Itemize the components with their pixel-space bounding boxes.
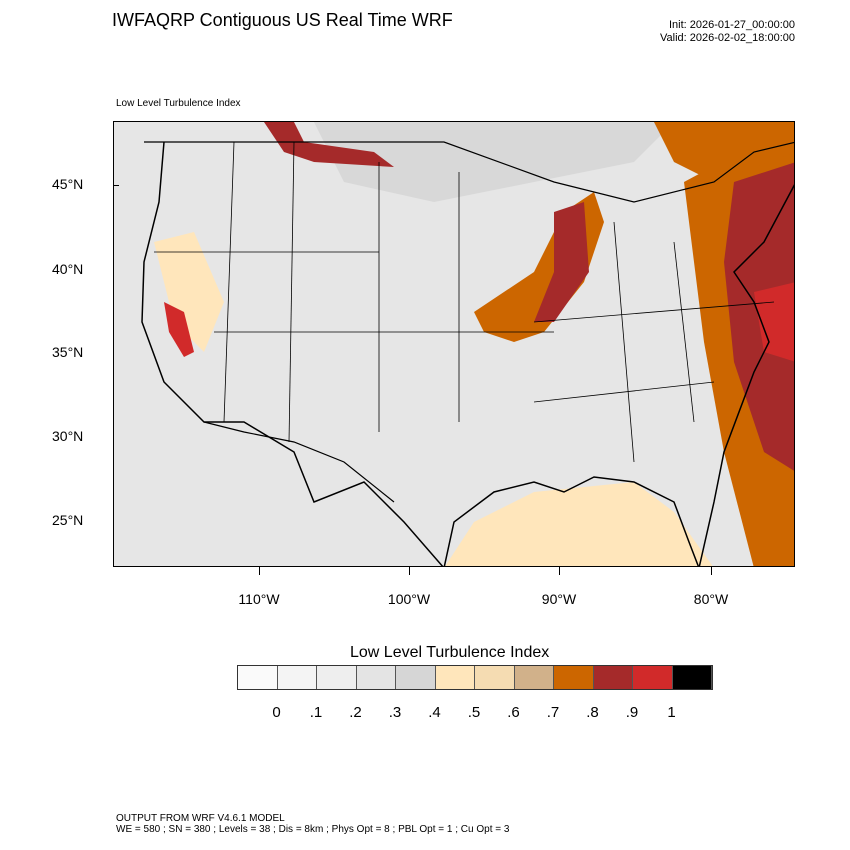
lat-label-30: 30°N bbox=[52, 428, 84, 444]
colorbar-label: .1 bbox=[309, 704, 323, 721]
figure-title: IWFAQRP Contiguous US Real Time WRF bbox=[112, 10, 453, 30]
border-canada bbox=[144, 141, 794, 203]
border-mexico bbox=[203, 421, 395, 503]
coastline-east bbox=[698, 184, 794, 566]
colorbar-label: .2 bbox=[349, 704, 362, 721]
colorbar-label: 1 bbox=[667, 704, 676, 721]
lat-label-40: 40°N bbox=[52, 261, 84, 277]
colorbar-swatch bbox=[514, 666, 554, 689]
model-info-line1: OUTPUT FROM WRF V4.6.1 MODEL bbox=[116, 813, 285, 824]
field-sierra bbox=[164, 302, 194, 357]
colorbar-label: .8 bbox=[586, 704, 599, 721]
lat-label-35: 35°N bbox=[52, 344, 84, 360]
colorbar-label: .4 bbox=[428, 704, 441, 721]
valid-time: Valid: 2026-02-02_18:00:00 bbox=[660, 32, 795, 44]
colorbar-label: .5 bbox=[467, 704, 481, 721]
colorbar-swatch bbox=[554, 666, 594, 689]
lon-label-110: 110°W bbox=[238, 591, 280, 607]
lat-label-45: 45°N bbox=[52, 176, 84, 192]
colorbar bbox=[237, 665, 713, 690]
lon-tick bbox=[559, 567, 560, 575]
lat-tick bbox=[113, 185, 119, 186]
map-subtitle: Low Level Turbulence Index bbox=[116, 98, 241, 109]
field-northeast bbox=[654, 122, 794, 182]
colorbar-swatch bbox=[356, 666, 396, 689]
colorbar-swatch bbox=[317, 666, 357, 689]
state-borders bbox=[154, 141, 775, 463]
map-panel bbox=[113, 121, 795, 567]
colorbar-swatch bbox=[633, 666, 673, 689]
lon-label-100: 100°W bbox=[387, 591, 431, 607]
colorbar-swatch bbox=[593, 666, 633, 689]
model-info: OUTPUT FROM WRF V4.6.1 MODEL WE = 580 ; … bbox=[116, 813, 509, 835]
model-info-line2: WE = 580 ; SN = 380 ; Levels = 38 ; Dis … bbox=[116, 824, 510, 835]
field-atlantic-peak bbox=[754, 282, 794, 362]
colorbar-label: .7 bbox=[546, 704, 560, 721]
lon-tick bbox=[409, 567, 410, 575]
turbulence-map bbox=[114, 122, 794, 566]
init-time: Init: 2026-01-27_00:00:00 bbox=[669, 19, 795, 31]
colorbar-label: .3 bbox=[388, 704, 402, 721]
colorbar-label: 0 bbox=[272, 704, 281, 721]
lon-tick bbox=[711, 567, 712, 575]
colorbar-title: Low Level Turbulence Index bbox=[350, 644, 550, 661]
coastline-gulf bbox=[443, 476, 700, 566]
colorbar-label: .9 bbox=[625, 704, 639, 721]
lon-label-90: 90°W bbox=[541, 591, 577, 607]
field-gulf bbox=[445, 482, 713, 566]
colorbar-swatch bbox=[672, 666, 712, 689]
colorbar-swatch bbox=[435, 666, 475, 689]
field-nevada bbox=[154, 232, 224, 352]
colorbar-swatch bbox=[475, 666, 515, 689]
field-gray-north bbox=[114, 122, 674, 202]
field-canada-rockies bbox=[264, 122, 394, 167]
colorbar-swatch bbox=[277, 666, 317, 689]
colorbar-swatch bbox=[238, 666, 278, 689]
lat-label-25: 25°N bbox=[52, 512, 84, 528]
field-michigan bbox=[534, 202, 589, 322]
colorbar-swatch bbox=[396, 666, 436, 689]
init-valid-times: Init: 2026-01-27_00:00:00 Valid: 2026-02… bbox=[660, 19, 795, 45]
lon-tick bbox=[259, 567, 260, 575]
colorbar-label: .6 bbox=[507, 704, 520, 721]
lon-label-80: 80°W bbox=[693, 591, 729, 607]
